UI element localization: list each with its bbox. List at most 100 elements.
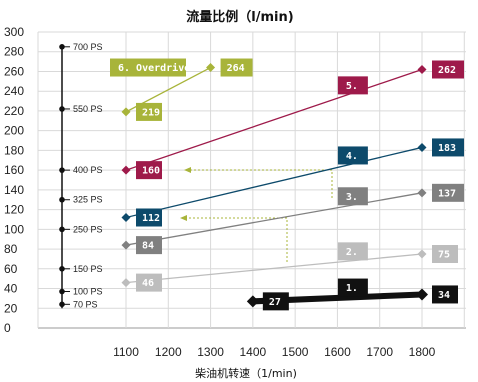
series-line [125, 68, 423, 171]
end-value-label-box [432, 138, 464, 157]
y-tick-label: 180 [4, 143, 24, 157]
series-marker [121, 107, 131, 117]
x-tick-label: 1100 [113, 345, 139, 359]
series-name: 3. [346, 192, 358, 203]
series-line [125, 146, 423, 219]
annotation-arrow [190, 169, 333, 198]
ps-scale-label: 250 PS [73, 224, 103, 234]
y-tick-label: 200 [4, 124, 24, 138]
series-marker [417, 64, 427, 74]
end-value-label: 34 [438, 290, 450, 301]
series-name: 6. Overdrive [118, 62, 190, 74]
series-name: 5. [346, 81, 358, 92]
series-group: 46 75 2. [121, 242, 458, 292]
series-name-box [337, 242, 368, 261]
x-axis-title: 柴油机转速（1/min) [195, 366, 297, 380]
y-tick-label: 300 [4, 25, 24, 39]
series-marker [417, 188, 427, 198]
x-tick-label: 1600 [324, 345, 351, 359]
ps-scale-label: 100 PS [73, 286, 103, 296]
x-tick-label: 1300 [197, 345, 224, 359]
start-value-label-box [136, 102, 162, 121]
series-group: 112 183 4. [121, 138, 464, 227]
ps-scale-label: 70 PS [73, 299, 98, 309]
y-tick-label: 280 [4, 45, 24, 59]
series-name: 2. [346, 247, 358, 258]
series-group: 219 264 6. Overdrive [110, 58, 253, 121]
ps-scale-label: 325 PS [73, 195, 103, 205]
end-value-label: 262 [438, 65, 456, 76]
end-value-label-box [432, 285, 458, 304]
ps-scale: 700 PS 550 PS 400 PS 325 PS 250 PS 150 PS 100 … [59, 42, 103, 309]
start-value-label: 46 [142, 278, 154, 289]
start-value-label-box [262, 292, 289, 311]
y-tick-label: 20 [4, 301, 18, 315]
y-tick-label: 100 [4, 222, 24, 236]
start-value-label: 160 [142, 166, 160, 177]
series-marker [416, 288, 428, 301]
chart-title: 流量比例（l/min) [186, 9, 293, 25]
series-marker [417, 249, 427, 259]
annotation-arrow [186, 217, 288, 262]
series-marker [121, 278, 131, 288]
end-value-label: 75 [438, 250, 450, 261]
series-group: 160 262 5. [121, 60, 464, 180]
x-tick-label: 1800 [409, 345, 436, 359]
start-value-label-box [136, 208, 162, 227]
y-tick-label: 60 [4, 262, 18, 276]
x-tick-label: 1500 [282, 345, 309, 359]
x-tick-label: 1700 [366, 345, 393, 359]
series-group: 84 137 3. [121, 183, 464, 255]
annotation-arrowhead [180, 215, 187, 221]
start-value-label: 84 [142, 241, 154, 252]
y-tick-label: 220 [4, 104, 24, 118]
series-marker [206, 63, 216, 73]
ps-scale-label: 550 PS [73, 104, 103, 114]
y-tick-label: 40 [4, 282, 18, 296]
series-marker [121, 212, 131, 222]
axis-labels: 3002802602402202001801601401201008060402… [4, 25, 436, 359]
series-layer: 27 34 1. 46 75 2. 84 137 3. 112 183 4. 160 262 5. 219 26… [110, 58, 464, 311]
end-value-label-box [220, 58, 253, 77]
series-name-box [337, 187, 368, 206]
y-tick-label: 80 [4, 242, 18, 256]
ps-scale-label: 700 PS [73, 42, 103, 52]
series-name: 1. [346, 283, 358, 294]
end-value-label-box [432, 60, 464, 79]
end-value-label-box [432, 183, 464, 202]
y-tick-label: 0 [4, 321, 11, 335]
start-value-label-box [136, 161, 162, 180]
y-tick-label: 240 [4, 84, 24, 98]
series-name-box [337, 278, 368, 297]
annotations [180, 167, 333, 262]
annotation-arrowhead [184, 167, 191, 173]
series-name-box [337, 146, 368, 165]
y-tick-label: 140 [4, 183, 24, 197]
series-line [125, 253, 423, 284]
ps-scale-label: 150 PS [73, 264, 103, 274]
series-group: 27 34 1. [246, 278, 458, 311]
end-value-label-box [432, 245, 458, 263]
start-value-label: 27 [269, 297, 281, 308]
end-value-label: 183 [438, 143, 456, 154]
series-name: 4. [346, 151, 358, 162]
x-tick-label: 1200 [155, 345, 182, 359]
series-marker [417, 142, 427, 152]
start-value-label-box [136, 273, 162, 292]
grid [37, 31, 466, 329]
start-value-label: 112 [142, 213, 160, 224]
y-tick-label: 120 [4, 203, 24, 217]
series-name-box [337, 76, 368, 95]
x-tick-label: 1400 [240, 345, 267, 359]
series-line [125, 192, 423, 246]
start-value-label: 219 [142, 107, 160, 118]
series-marker [246, 295, 259, 308]
series-name-box [110, 58, 186, 77]
y-tick-label: 160 [4, 163, 24, 177]
end-value-label: 264 [227, 63, 245, 74]
y-tick-label: 260 [4, 64, 24, 78]
end-value-label: 137 [438, 188, 456, 199]
series-marker [121, 240, 131, 250]
series-marker [121, 165, 131, 175]
